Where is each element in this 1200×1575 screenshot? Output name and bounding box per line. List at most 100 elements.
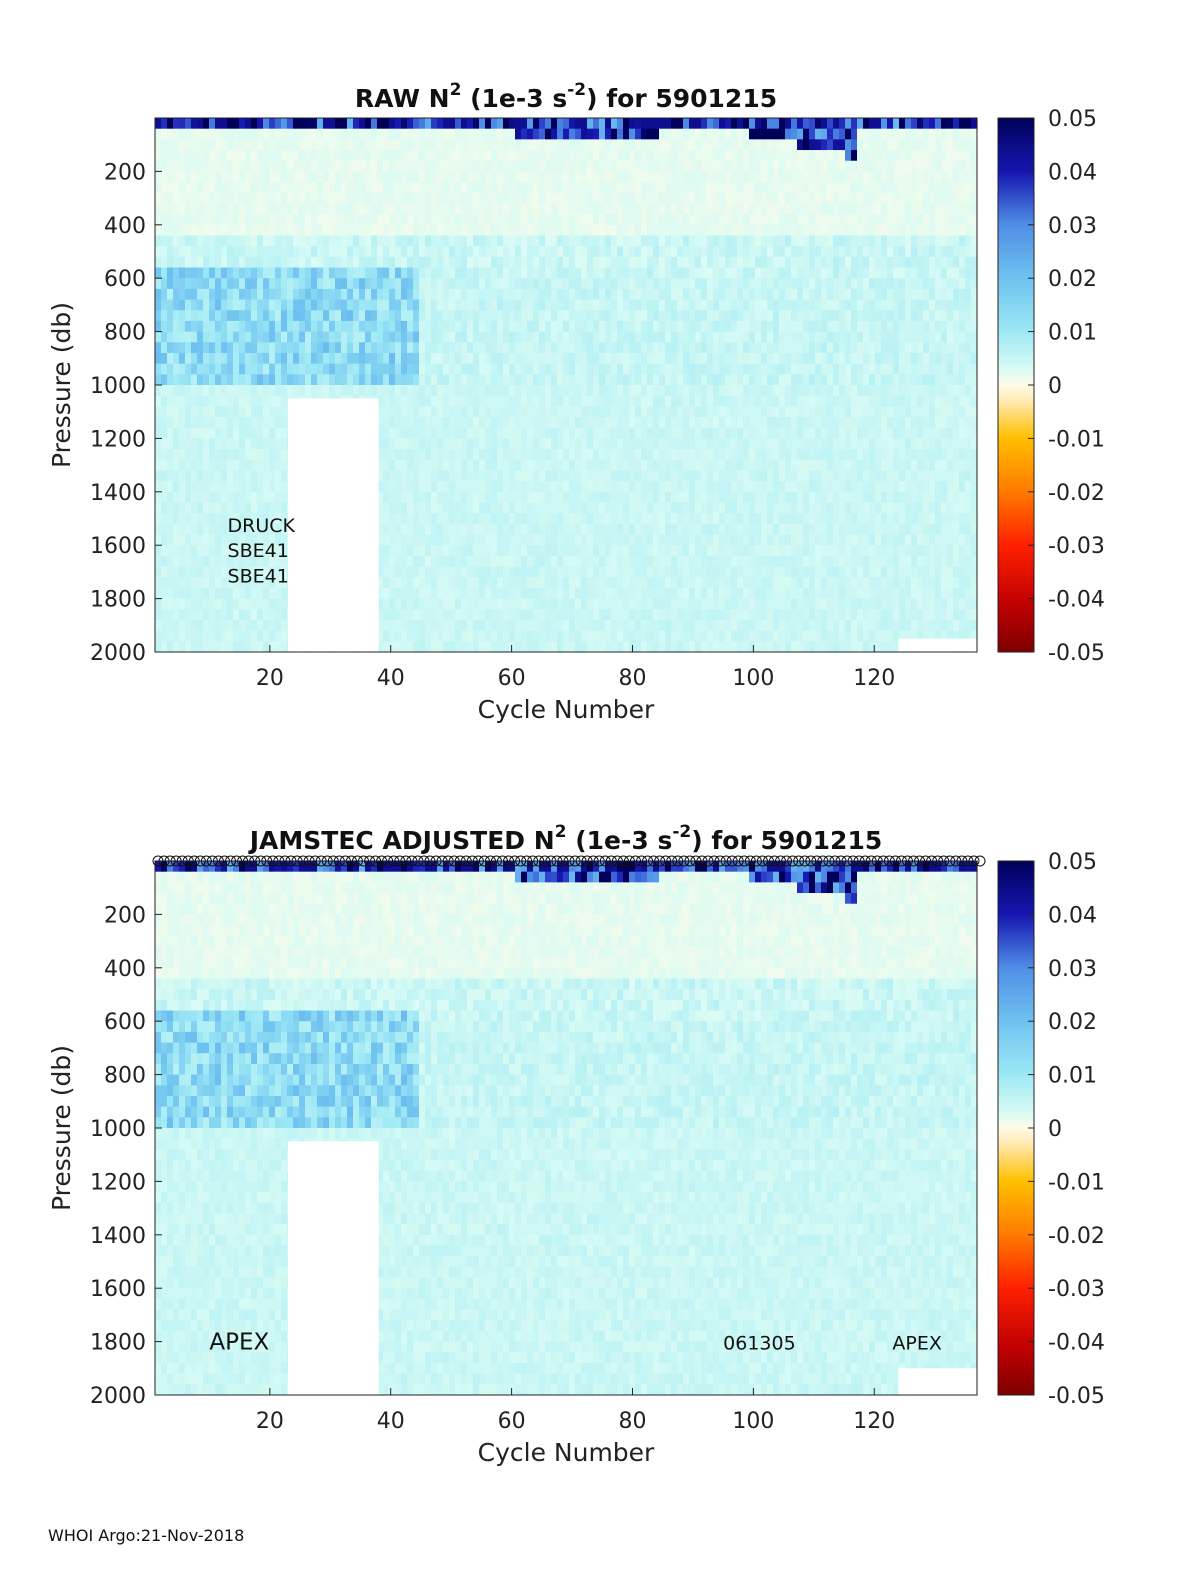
- heatmap-cell: [731, 609, 738, 621]
- heatmap-cell: [611, 352, 618, 365]
- heatmap-cell: [455, 235, 462, 247]
- heatmap-cell: [617, 171, 624, 183]
- heatmap-cell: [275, 395, 282, 407]
- heatmap-cell: [239, 502, 246, 514]
- heatmap-cell: [515, 118, 522, 130]
- heatmap-cell: [179, 523, 186, 536]
- heatmap-cell: [407, 352, 414, 365]
- heatmap-cell: [497, 246, 504, 258]
- heatmap-cell: [725, 491, 732, 504]
- heatmap-cell: [563, 630, 570, 642]
- heatmap-cell: [605, 523, 612, 536]
- heatmap-cell: [377, 118, 384, 130]
- heatmap-cell: [179, 342, 186, 354]
- heatmap-cell: [497, 459, 504, 472]
- heatmap-cell: [683, 555, 690, 568]
- heatmap-cell: [161, 545, 168, 557]
- heatmap-cell: [197, 256, 204, 269]
- heatmap-cell: [185, 235, 192, 247]
- heatmap-cell: [173, 555, 180, 568]
- heatmap-cell: [407, 491, 414, 504]
- heatmap-cell: [245, 128, 252, 140]
- heatmap-cell: [659, 352, 666, 365]
- heatmap-cell: [155, 299, 162, 311]
- heatmap-cell: [479, 545, 486, 557]
- heatmap-cell: [311, 288, 318, 301]
- heatmap-cell: [389, 598, 396, 610]
- heatmap-cell: [383, 235, 390, 247]
- heatmap-cell: [485, 374, 492, 386]
- heatmap-cell: [239, 545, 246, 557]
- heatmap-cell: [413, 278, 420, 290]
- heatmap-cell: [743, 363, 750, 375]
- heatmap-cell: [617, 577, 624, 589]
- heatmap-cell: [677, 267, 684, 279]
- heatmap-cell: [233, 310, 240, 322]
- heatmap-cell: [557, 310, 564, 322]
- heatmap-cell: [227, 171, 234, 183]
- heatmap-cell: [197, 160, 204, 172]
- heatmap-cell: [737, 534, 744, 546]
- heatmap-cell: [347, 118, 354, 130]
- heatmap-cell: [455, 288, 462, 301]
- heatmap-cell: [215, 118, 222, 130]
- heatmap-cell: [161, 630, 168, 642]
- heatmap-cell: [239, 385, 246, 397]
- heatmap-cell: [239, 299, 246, 311]
- heatmap-cell: [611, 331, 618, 343]
- heatmap-cell: [689, 224, 696, 237]
- heatmap-cell: [395, 598, 402, 610]
- heatmap-cell: [245, 587, 252, 600]
- heatmap-cell: [479, 139, 486, 151]
- heatmap-cell: [287, 214, 294, 226]
- heatmap-cell: [317, 246, 324, 258]
- heatmap-cell: [449, 385, 456, 397]
- heatmap-cell: [377, 545, 384, 557]
- heatmap-cell: [593, 214, 600, 226]
- heatmap-cell: [287, 267, 294, 279]
- heatmap-cell: [221, 587, 228, 600]
- heatmap-cell: [641, 235, 648, 247]
- heatmap-cell: [245, 299, 252, 311]
- heatmap-cell: [245, 352, 252, 365]
- heatmap-cell: [161, 555, 168, 568]
- heatmap-cell: [221, 374, 228, 386]
- heatmap-cell: [479, 481, 486, 493]
- heatmap-cell: [317, 235, 324, 247]
- heatmap-cell: [737, 118, 744, 130]
- heatmap-cell: [233, 267, 240, 279]
- heatmap-cell: [533, 310, 540, 322]
- heatmap-cell: [245, 470, 252, 482]
- heatmap-cell: [629, 481, 636, 493]
- heatmap-cell: [521, 577, 528, 589]
- heatmap-cell: [191, 598, 198, 610]
- heatmap-cell: [191, 523, 198, 536]
- heatmap-cell: [209, 566, 216, 578]
- heatmap-cell: [731, 299, 738, 311]
- heatmap-cell: [569, 128, 576, 140]
- heatmap-cell: [527, 641, 534, 653]
- heatmap-cell: [701, 587, 708, 600]
- heatmap-cell: [641, 459, 648, 472]
- heatmap-cell: [365, 385, 372, 397]
- heatmap-cell: [185, 374, 192, 386]
- heatmap-cell: [647, 577, 654, 589]
- heatmap-cell: [419, 192, 426, 205]
- heatmap-cell: [191, 139, 198, 151]
- heatmap-cell: [239, 449, 246, 461]
- heatmap-cell: [221, 395, 228, 407]
- heatmap-cell: [575, 523, 582, 536]
- heatmap-cell: [575, 406, 582, 418]
- heatmap-cell: [419, 278, 426, 290]
- heatmap-cell: [497, 363, 504, 375]
- heatmap-cell: [731, 342, 738, 354]
- heatmap-cell: [359, 171, 366, 183]
- heatmap-cell: [377, 363, 384, 375]
- heatmap-cell: [179, 406, 186, 418]
- heatmap-cell: [683, 459, 690, 472]
- heatmap-cell: [641, 246, 648, 258]
- heatmap-cell: [185, 352, 192, 365]
- heatmap-cell: [533, 395, 540, 407]
- heatmap-cell: [431, 310, 438, 322]
- heatmap-cell: [605, 534, 612, 546]
